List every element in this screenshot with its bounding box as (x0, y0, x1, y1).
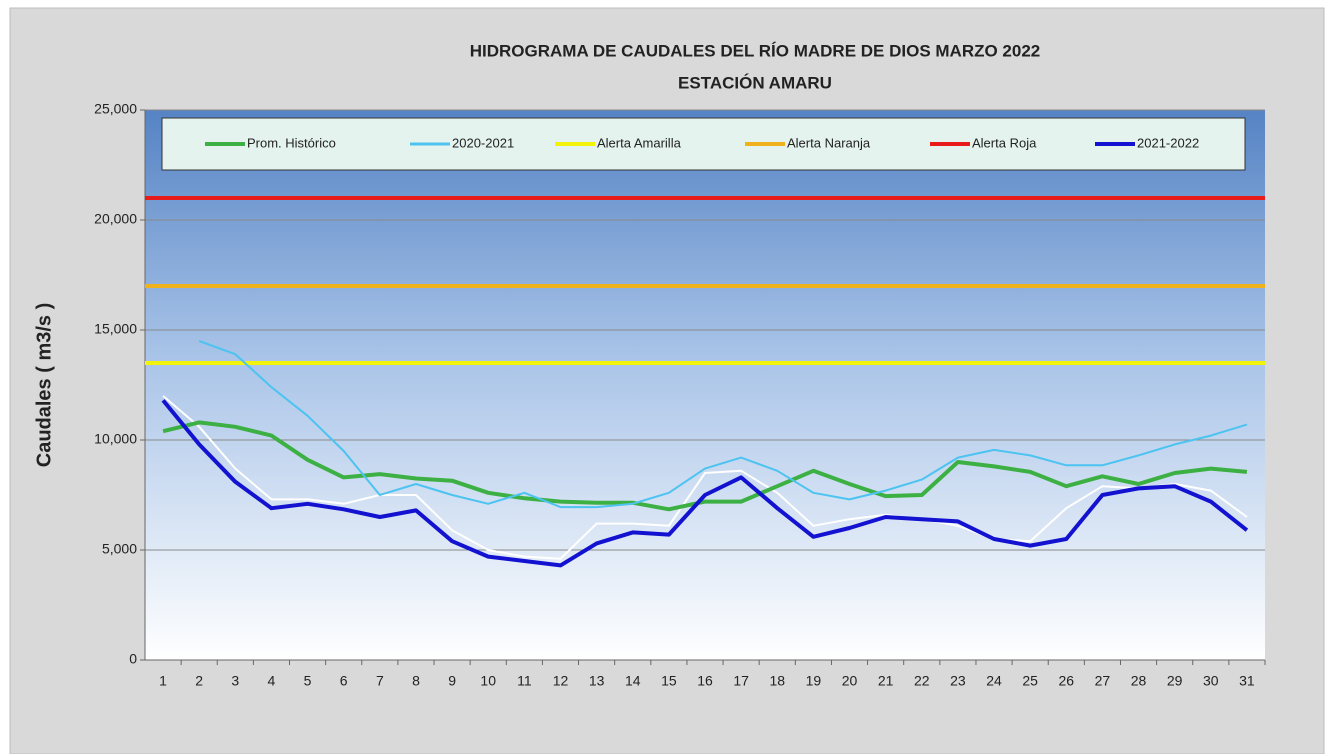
y-tick-label: 5,000 (102, 541, 137, 557)
x-tick-label: 15 (661, 673, 677, 689)
x-tick-label: 14 (625, 673, 641, 689)
plot-area (145, 110, 1265, 660)
x-tick-label: 10 (480, 673, 496, 689)
y-axis-label: Caudales ( m3/s ) (33, 303, 55, 468)
y-tick-label: 0 (129, 651, 137, 667)
x-tick-label: 29 (1167, 673, 1183, 689)
legend-label: 2020-2021 (452, 135, 514, 150)
legend-label: 2021-2022 (1137, 135, 1199, 150)
series-line (162, 420, 1248, 512)
x-tick-label: 26 (1059, 673, 1075, 689)
legend-label: Alerta Naranja (787, 135, 871, 150)
x-tick-label: 31 (1239, 673, 1255, 689)
x-tick-label: 25 (1022, 673, 1038, 689)
y-tick-label: 10,000 (94, 431, 137, 447)
legend-label: Alerta Roja (972, 135, 1037, 150)
x-tick-label: 27 (1095, 673, 1111, 689)
x-tick-label: 11 (517, 673, 532, 689)
x-tick-label: 13 (589, 673, 605, 689)
x-tick-label: 6 (340, 673, 348, 689)
x-tick-label: 28 (1131, 673, 1147, 689)
series-line (198, 340, 1248, 509)
x-tick-label: 8 (412, 673, 420, 689)
x-tick-label: 18 (769, 673, 785, 689)
x-tick-label: 5 (304, 673, 312, 689)
legend-label: Prom. Histórico (247, 135, 336, 150)
x-tick-label: 23 (950, 673, 966, 689)
x-tick-label: 1 (159, 673, 167, 689)
x-tick-label: 22 (914, 673, 930, 689)
legend-box (161, 117, 1246, 171)
x-tick-label: 4 (268, 673, 276, 689)
x-tick-label: 21 (878, 673, 894, 689)
x-tick-label: 30 (1203, 673, 1219, 689)
x-tick-label: 19 (806, 673, 822, 689)
x-tick-label: 17 (733, 673, 749, 689)
x-tick-label: 9 (448, 673, 456, 689)
x-tick-label: 2 (195, 673, 203, 689)
chart-subtitle: ESTACIÓN AMARU (678, 73, 832, 92)
x-tick-label: 7 (376, 673, 384, 689)
legend-label: Alerta Amarilla (597, 135, 682, 150)
x-tick-label: 24 (986, 673, 1002, 689)
x-tick-label: 3 (231, 673, 239, 689)
x-tick-label: 20 (842, 673, 858, 689)
x-tick-label: 16 (697, 673, 713, 689)
y-tick-label: 20,000 (94, 211, 137, 227)
series-line (162, 395, 1248, 560)
series-line (161, 399, 1249, 568)
chart-title: HIDROGRAMA DE CAUDALES DEL RÍO MADRE DE … (470, 41, 1041, 60)
x-tick-label: 12 (553, 673, 569, 689)
y-tick-label: 15,000 (94, 321, 137, 337)
y-tick-label: 25,000 (94, 101, 137, 117)
